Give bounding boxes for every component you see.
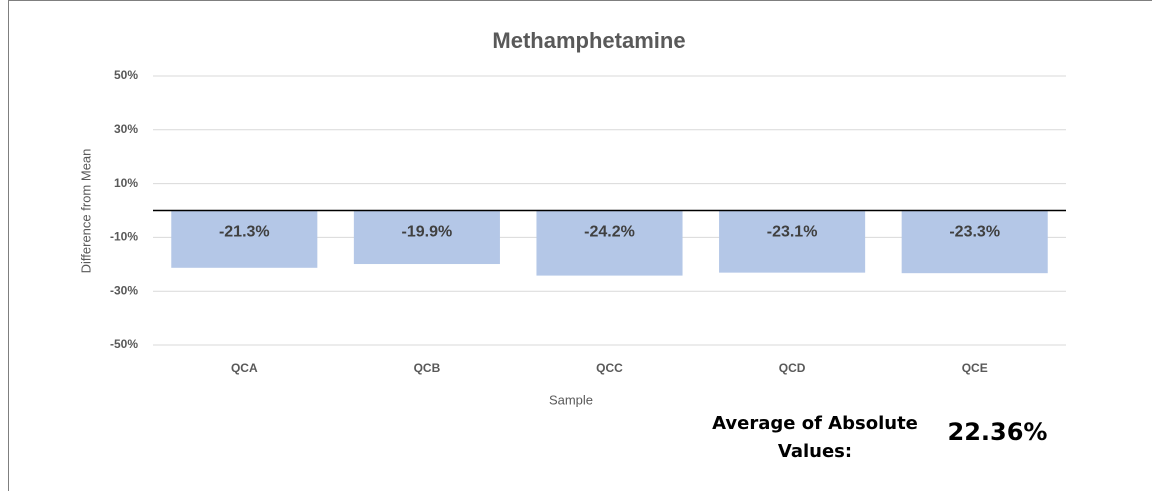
y-tick-label: -50% xyxy=(110,337,138,351)
y-tick-label: -30% xyxy=(110,283,138,297)
bar xyxy=(901,210,1048,274)
bar xyxy=(171,210,318,268)
bar xyxy=(719,210,866,273)
annotation: Average of Absolute Values: xyxy=(712,413,918,462)
y-tick-label: -10% xyxy=(110,230,138,244)
x-tick-label: QCE xyxy=(962,361,988,375)
y-tick-label: 50% xyxy=(114,68,138,82)
data-label: -21.3% xyxy=(219,224,270,241)
bar xyxy=(536,210,683,276)
y-axis-title: Difference from Mean xyxy=(78,149,93,274)
x-tick-label: QCA xyxy=(231,361,258,375)
x-tick-label: QCB xyxy=(414,361,441,375)
annotation: 22.36% xyxy=(947,418,1048,446)
x-axis-title: Sample xyxy=(549,392,593,407)
x-tick-label: QCD xyxy=(779,361,806,375)
data-label: -23.3% xyxy=(949,224,1000,241)
chart-title: Methamphetamine xyxy=(492,28,685,53)
data-label: -23.1% xyxy=(767,224,818,241)
y-tick-label: 30% xyxy=(114,122,138,136)
bar xyxy=(353,210,500,265)
y-tick-label: 10% xyxy=(114,176,138,190)
data-label: -19.9% xyxy=(402,224,453,241)
x-tick-label: QCC xyxy=(596,361,623,375)
data-label: -24.2% xyxy=(584,224,635,241)
